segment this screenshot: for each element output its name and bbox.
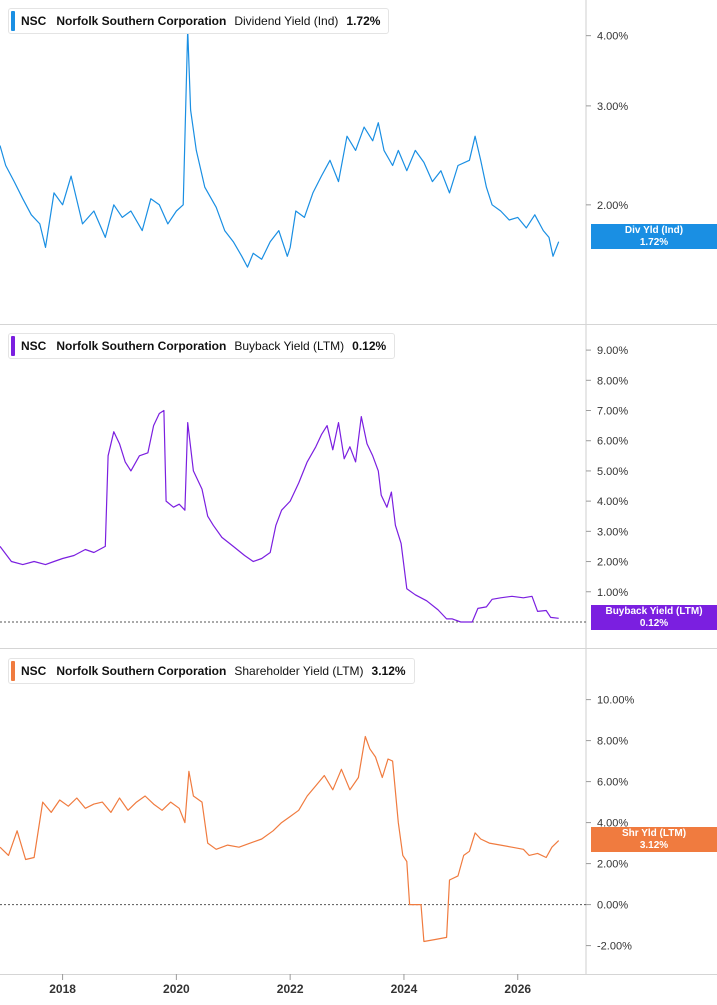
y-tick-label: 4.00% <box>597 31 628 43</box>
ticker-label: NSC <box>21 14 47 28</box>
y-tick-label: 4.00% <box>597 818 628 830</box>
legend-shareholder-yield[interactable]: NSC Norfolk Southern Corporation Shareho… <box>8 658 415 684</box>
value-tag-buyback-yield: Buyback Yield (LTM) 0.12% <box>591 605 717 630</box>
y-tick-label: 5.00% <box>597 466 628 478</box>
series-line-dividend-yield <box>0 29 560 268</box>
current-value: 3.12% <box>371 664 406 678</box>
x-tick-label: 2020 <box>163 982 190 996</box>
y-tick-label: 6.00% <box>597 436 628 448</box>
y-tick-label: 3.00% <box>597 101 628 113</box>
tag-label: Buyback Yield (LTM) <box>605 606 703 617</box>
y-tick-label: 9.00% <box>597 345 628 357</box>
current-value: 1.72% <box>346 14 381 28</box>
y-tick-label: 3.00% <box>597 526 628 538</box>
series-color-swatch <box>11 336 15 356</box>
y-tick-label: 8.00% <box>597 736 628 748</box>
legend-buyback-yield[interactable]: NSC Norfolk Southern Corporation Buyback… <box>8 333 396 359</box>
company-label: Norfolk Southern Corporation <box>56 339 227 353</box>
line-layer <box>0 29 560 943</box>
tag-label: Div Yld (Ind) <box>624 225 684 236</box>
series-line-shareholder-yield <box>0 735 560 943</box>
y-tick-label: 6.00% <box>597 777 628 789</box>
value-tag-dividend-yield: Div Yld (Ind) 1.72% <box>591 224 717 249</box>
y-tick-label: 8.00% <box>597 375 628 387</box>
metric-label: Shareholder Yield (LTM) <box>234 664 364 678</box>
y-tick-label: 2.00% <box>597 859 628 871</box>
y-tick-label: 7.00% <box>597 406 628 418</box>
tag-label: Shr Yld (LTM) <box>621 828 687 839</box>
y-tick-label: 2.00% <box>597 200 628 212</box>
value-tag-shareholder-yield: Shr Yld (LTM) 3.12% <box>591 827 717 852</box>
tag-value: 1.72% <box>639 237 669 248</box>
y-tick-label: -2.00% <box>597 941 632 953</box>
series-color-swatch <box>11 11 15 31</box>
series-line-buyback-yield <box>0 409 559 623</box>
y-tick-label: 0.00% <box>597 900 628 912</box>
tag-value: 0.12% <box>639 618 669 629</box>
legend-dividend-yield[interactable]: NSC Norfolk Southern Corporation Dividen… <box>8 8 390 34</box>
metric-label: Buyback Yield (LTM) <box>234 339 345 353</box>
company-label: Norfolk Southern Corporation <box>56 664 227 678</box>
x-tick-label: 2022 <box>277 982 304 996</box>
grid-layer <box>0 0 717 975</box>
y-tick-label: 2.00% <box>597 557 628 569</box>
current-value: 0.12% <box>352 339 387 353</box>
y-tick-label: 10.00% <box>597 695 635 707</box>
company-label: Norfolk Southern Corporation <box>56 14 227 28</box>
x-tick-label: 2018 <box>49 982 76 996</box>
y-tick-label: 4.00% <box>597 496 628 508</box>
metric-label: Dividend Yield (Ind) <box>234 14 339 28</box>
series-color-swatch <box>11 661 15 681</box>
ticker-label: NSC <box>21 339 47 353</box>
x-tick-label: 2024 <box>391 982 418 996</box>
y-tick-label: 1.00% <box>597 587 628 599</box>
ticker-label: NSC <box>21 664 47 678</box>
tick-layer: 2.00% 3.00% 4.00% 1.00% 2.00% 3.00% 4.00% 5.00%… <box>49 31 634 996</box>
tag-value: 3.12% <box>639 840 669 851</box>
x-tick-label: 2026 <box>504 982 531 996</box>
